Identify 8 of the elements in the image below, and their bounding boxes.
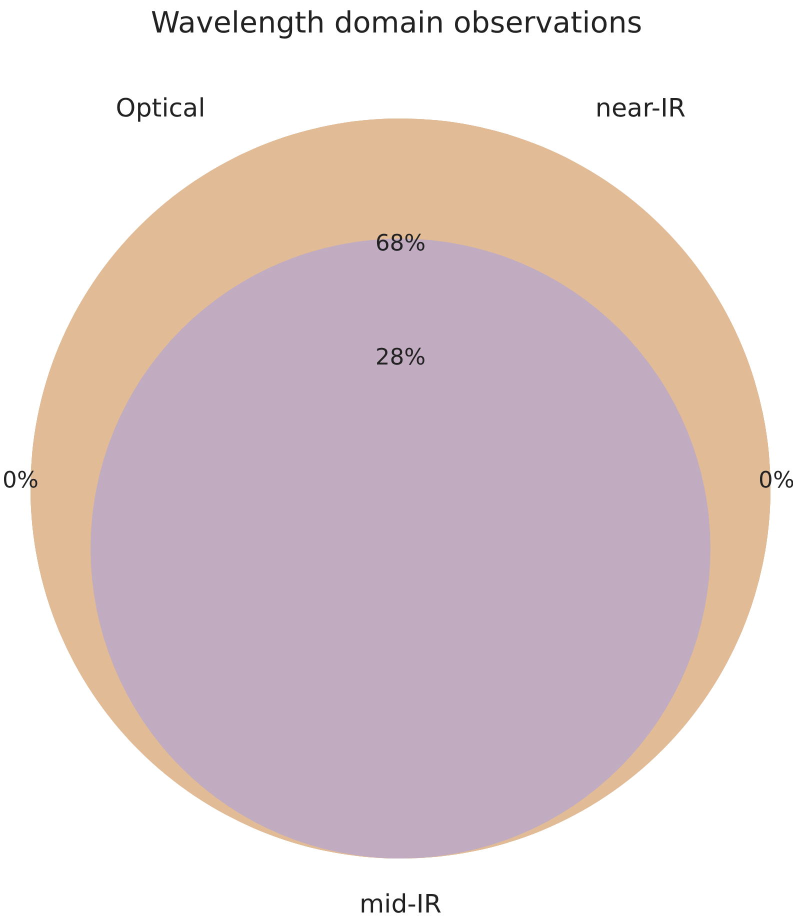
text: Wavelength domain observations [150, 6, 642, 40]
text: Optical [116, 92, 206, 122]
text: near-IR [595, 92, 686, 122]
data-label: 68% [375, 230, 426, 256]
data-label: 0% [2, 468, 38, 494]
text: mid-IR [360, 888, 442, 918]
data-label: 28% [375, 344, 426, 370]
data-label: 0% [758, 468, 793, 494]
